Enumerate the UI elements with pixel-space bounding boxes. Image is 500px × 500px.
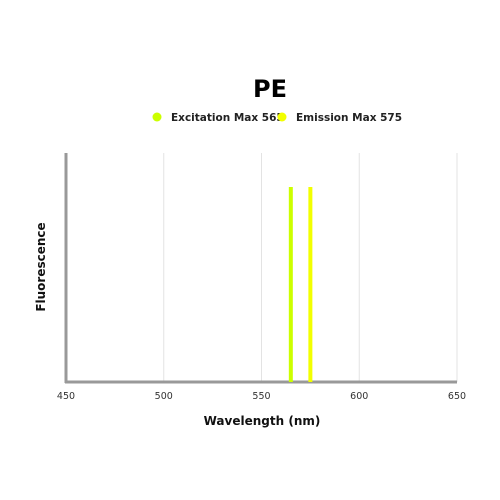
chart-title: PE	[253, 75, 287, 103]
x-axis-label: Wavelength (nm)	[204, 414, 321, 428]
legend-label-excitation: Excitation Max 565	[171, 112, 284, 124]
series	[288, 187, 313, 382]
x-tick-label-500: 500	[155, 391, 173, 402]
x-tick-label-600: 600	[350, 391, 368, 402]
x-tick-label-550: 550	[252, 391, 270, 402]
y-axis-label: Fluorescence	[34, 222, 48, 311]
x-tick-labels: 450 500 550 600 650	[57, 391, 466, 402]
legend-label-emission: Emission Max 575	[296, 112, 402, 124]
legend-marker-excitation	[152, 112, 162, 122]
x-tick-label-450: 450	[57, 391, 75, 402]
legend-marker-emission	[277, 112, 287, 122]
x-tick-label-650: 650	[448, 391, 466, 402]
legend: Excitation Max 565 Emission Max 575	[152, 112, 402, 124]
grid	[163, 153, 458, 382]
